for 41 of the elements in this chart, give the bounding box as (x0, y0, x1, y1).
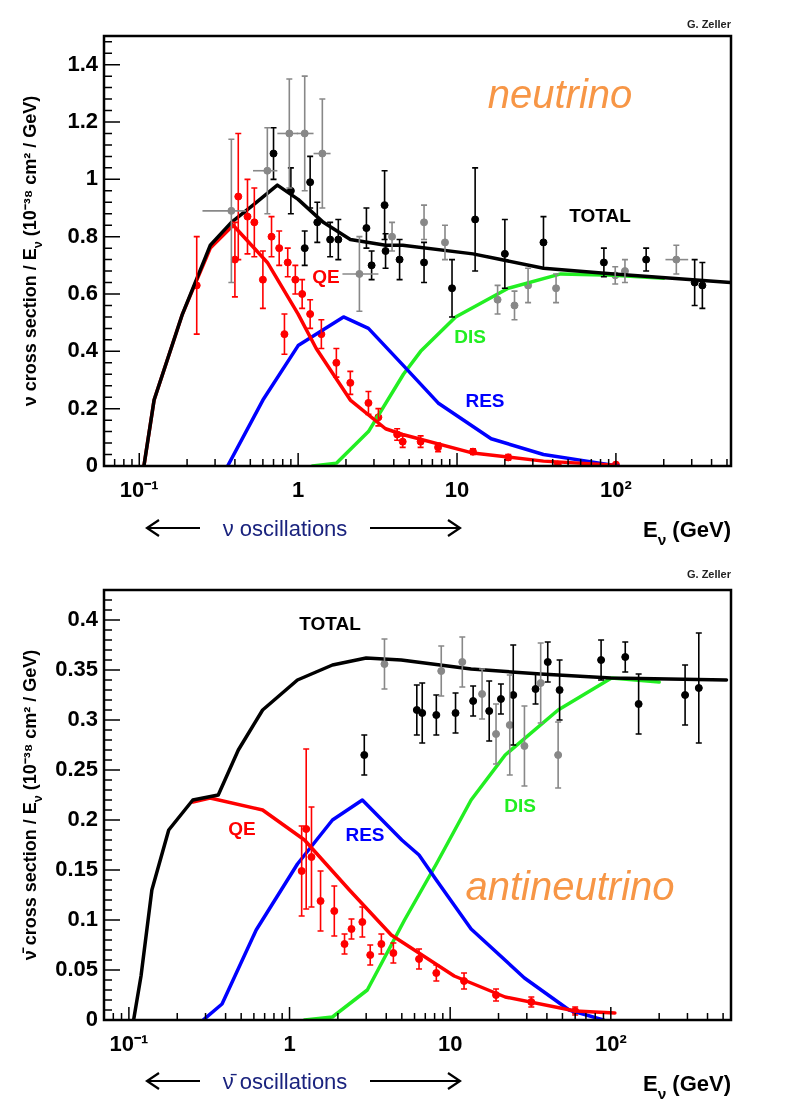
x-tick-label: 1 (292, 477, 305, 503)
y-tick-label: 0.6 (67, 280, 98, 306)
y-tick-label: 0 (85, 452, 98, 478)
y-tick-label: 0.8 (67, 222, 98, 248)
x-tick-label: 10⁻¹ (109, 1031, 149, 1057)
annotation: neutrino (487, 72, 633, 116)
y-tick-label: 0.1 (67, 906, 98, 932)
text: TOTAL (569, 205, 632, 226)
series-label: RES (465, 390, 505, 411)
series-label: QE (312, 266, 340, 287)
y-tick-label: 0.2 (67, 394, 98, 420)
y-tick-label: 0.35 (55, 656, 98, 682)
y-axis-title: ν̄ cross section / Eν (10⁻³⁸ cm² / GeV) (20, 649, 46, 961)
x-tick-label: 10² (594, 1031, 627, 1057)
x-tick-label: 10⁻¹ (119, 477, 159, 503)
y-tick-label: 0.4 (67, 337, 99, 363)
annotation: antineutrino (465, 864, 675, 908)
y-tick-label: 0.25 (55, 756, 98, 782)
series-label: RES (345, 824, 385, 845)
y-tick-label: 0.05 (55, 956, 98, 982)
x-tick-label: 10 (444, 477, 470, 503)
series-label: DIS (454, 326, 486, 347)
text: ν oscillations (222, 516, 348, 541)
text: ν̄ oscillations (222, 1069, 348, 1094)
text: G. Zeller (686, 568, 732, 580)
y-tick-label: 0.15 (55, 856, 98, 882)
text: G. Zeller (686, 18, 732, 30)
y-tick-label: 0 (85, 1006, 98, 1032)
x-tick-label: 10 (437, 1031, 463, 1057)
y-tick-label: 1.2 (67, 108, 98, 134)
series-label: DIS (504, 795, 536, 816)
y-axis-title: ν cross section / Eν (10⁻³⁸ cm² / GeV) (20, 95, 46, 407)
series-label: QE (228, 818, 256, 839)
y-tick-label: 1 (85, 165, 98, 191)
x-tick-label: 10² (600, 477, 632, 503)
series-label: TOTAL (299, 613, 362, 634)
y-tick-label: 0.2 (67, 806, 98, 832)
x-tick-label: 1 (283, 1031, 296, 1057)
y-tick-label: 0.4 (67, 606, 99, 632)
y-tick-label: 0.3 (67, 706, 98, 732)
y-tick-label: 1.4 (67, 50, 99, 76)
